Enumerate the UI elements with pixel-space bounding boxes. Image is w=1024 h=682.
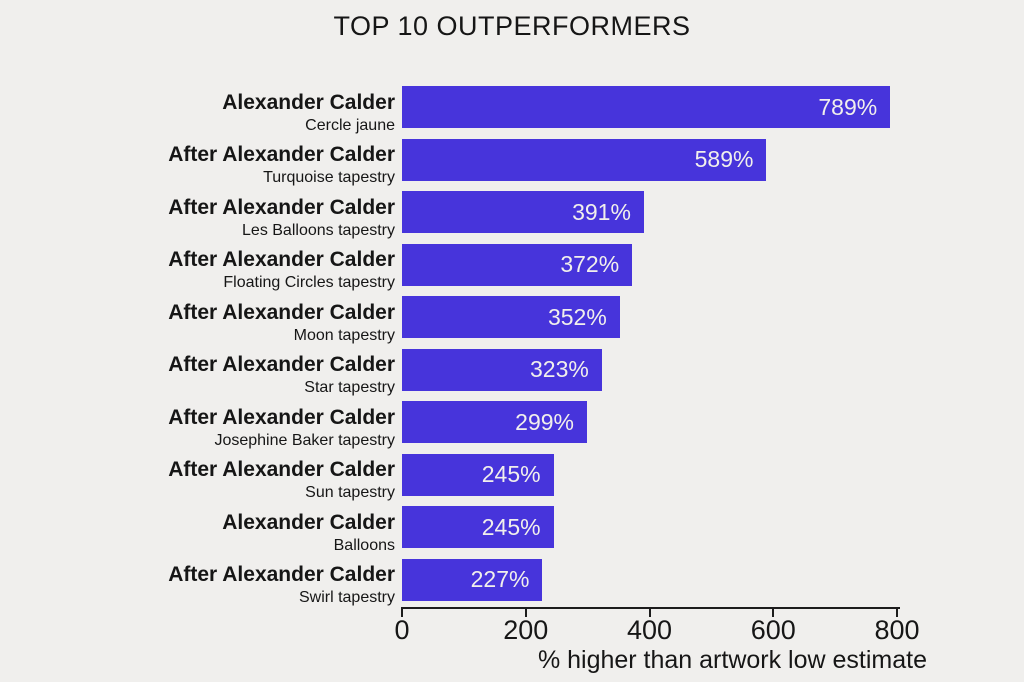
category-label: After Alexander Calder Moon tapestry xyxy=(0,298,395,347)
artwork-label: Floating Circles tapestry xyxy=(223,274,395,292)
artwork-label: Josephine Baker tapestry xyxy=(214,431,395,449)
bar: 245% xyxy=(402,506,554,549)
bar-value-label: 299% xyxy=(515,408,574,435)
bar-row: After Alexander Calder Moon tapestry 352% xyxy=(0,296,1024,349)
x-axis-label: % higher than artwork low estimate xyxy=(537,646,927,674)
artist-label: After Alexander Calder xyxy=(168,300,395,324)
bar: 372% xyxy=(402,243,633,286)
bar: 323% xyxy=(402,348,602,391)
x-tick-label: 600 xyxy=(750,615,796,645)
x-tick-label: 200 xyxy=(503,615,549,645)
x-tick-label: 0 xyxy=(394,615,410,645)
x-tick-mark xyxy=(524,607,527,617)
artist-label: After Alexander Calder xyxy=(168,195,395,219)
bar: 789% xyxy=(402,86,891,128)
bar-value-label: 227% xyxy=(470,566,530,593)
category-label: After Alexander Calder Floating Circles t… xyxy=(0,246,395,295)
x-tick-label: 400 xyxy=(626,615,673,645)
chart-title: TOP 10 OUTPERFORMERS xyxy=(333,11,691,41)
artist-label: After Alexander Calder xyxy=(168,405,395,429)
artist-label: After Alexander Calder xyxy=(168,248,395,272)
bar-row: After Alexander Calder Turquoise tapestry… xyxy=(0,138,1024,192)
bar-value-label: 323% xyxy=(530,356,589,383)
bar-value-label: 391% xyxy=(572,198,631,225)
x-tick-mark xyxy=(401,607,403,617)
x-tick-label: 800 xyxy=(874,615,920,645)
bar-row: Alexander Calder Balloons 245% xyxy=(0,506,1024,559)
artist-label: After Alexander Calder xyxy=(168,353,395,377)
bar-value-label: 372% xyxy=(560,251,620,278)
bar-row: Alexander Calder Cercle jaune 789% xyxy=(0,86,1024,139)
category-label: After Alexander Calder Star tapestry xyxy=(0,351,395,400)
bar-value-label: 245% xyxy=(481,461,541,488)
category-label: After Alexander Calder Josephine Baker ta… xyxy=(0,403,395,452)
bar-row: After Alexander Calder Josephine Baker ta… xyxy=(0,401,1024,454)
category-label: After Alexander Calder Turquoise tapestry xyxy=(0,141,395,190)
artwork-label: Sun tapestry xyxy=(305,484,395,502)
bar-row: After Alexander Calder Les Balloons tapes… xyxy=(0,191,1024,244)
bar: 227% xyxy=(402,558,543,601)
category-label: Alexander Calder Cercle jaune xyxy=(0,88,395,137)
artwork-label: Balloons xyxy=(333,536,395,554)
bar: 299% xyxy=(402,401,587,444)
bar-row: After Alexander Calder Floating Circles t… xyxy=(0,243,1024,297)
category-label: After Alexander Calder Sun tapestry xyxy=(0,456,395,505)
artwork-label: Les Balloons tapestry xyxy=(242,221,395,239)
x-tick-mark xyxy=(896,607,898,617)
bar: 245% xyxy=(402,453,554,496)
x-axis-line xyxy=(402,607,900,609)
x-tick-mark xyxy=(772,607,775,617)
bar-value-label: 589% xyxy=(694,146,754,173)
artwork-label: Star tapestry xyxy=(304,379,395,397)
bar: 589% xyxy=(402,138,767,181)
category-label: Alexander Calder Balloons xyxy=(0,508,395,557)
bar-value-label: 245% xyxy=(481,513,541,540)
artist-label: After Alexander Calder xyxy=(168,458,395,482)
category-label: After Alexander Calder Swirl tapestry xyxy=(0,561,395,610)
category-label: After Alexander Calder Les Balloons tapes… xyxy=(0,193,395,242)
bar-row: After Alexander Calder Sun tapestry 245% xyxy=(0,453,1024,507)
bar-row: After Alexander Calder Star tapestry 323% xyxy=(0,348,1024,402)
artwork-label: Swirl tapestry xyxy=(298,589,395,607)
artwork-label: Turquoise tapestry xyxy=(263,169,395,187)
x-tick-mark xyxy=(648,607,651,617)
artwork-label: Cercle jaune xyxy=(305,116,395,134)
bar-value-label: 352% xyxy=(547,303,607,330)
artist-label: Alexander Calder xyxy=(222,90,395,114)
bar-value-label: 789% xyxy=(818,93,878,120)
bar: 352% xyxy=(402,296,620,339)
artist-label: After Alexander Calder xyxy=(168,563,395,587)
artist-label: After Alexander Calder xyxy=(168,143,395,167)
artwork-label: Moon tapestry xyxy=(293,326,395,344)
bar-row: After Alexander Calder Swirl tapestry 227% xyxy=(0,558,1024,612)
artist-label: Alexander Calder xyxy=(222,510,395,534)
bar: 391% xyxy=(402,191,644,234)
